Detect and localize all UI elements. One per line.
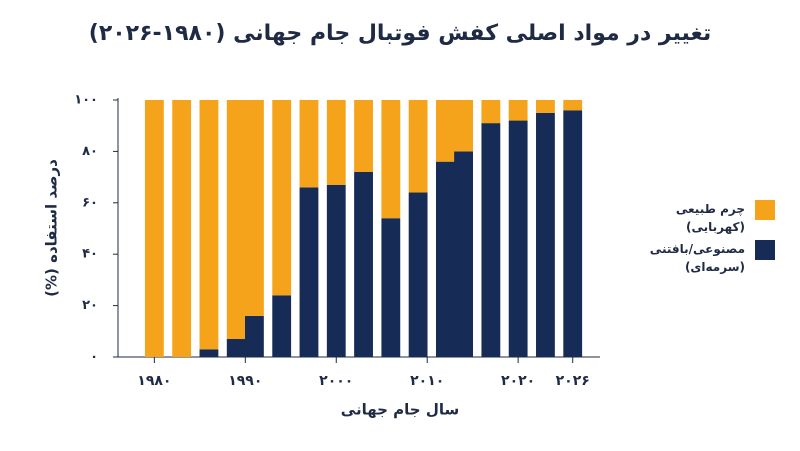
legend-label: مصنوعی/بافتنی (سرمه‌ای) bbox=[649, 242, 745, 274]
bar-segment bbox=[272, 100, 292, 296]
bar-segment bbox=[381, 218, 401, 357]
legend-entry: چرم طبیعی (کهربایی) bbox=[645, 200, 775, 236]
x-axis-label: سال جام جهانی bbox=[341, 401, 459, 419]
y-tick-label: ۴۰ bbox=[82, 247, 98, 262]
bar-segment bbox=[144, 100, 164, 357]
bar-segment bbox=[435, 161, 455, 357]
x-tick-label: ۱۹۸۰ bbox=[137, 373, 171, 389]
bar-segment bbox=[536, 100, 555, 113]
bar-segment bbox=[326, 100, 346, 185]
bar-segment bbox=[299, 187, 319, 357]
bar-segment bbox=[408, 100, 428, 193]
bar-segment bbox=[508, 120, 528, 357]
bar-segment bbox=[454, 100, 473, 152]
bar-segment bbox=[536, 112, 555, 357]
bar-segment bbox=[199, 349, 219, 357]
bar-segment bbox=[226, 100, 246, 340]
bar-segment bbox=[435, 100, 455, 162]
bar-segment bbox=[408, 192, 428, 357]
bar-segment bbox=[272, 295, 292, 357]
y-tick-label: ۰ bbox=[90, 350, 98, 365]
bar-segment bbox=[563, 110, 583, 357]
bar-segment bbox=[508, 100, 528, 121]
bar-segment bbox=[199, 100, 219, 350]
bar-segment bbox=[245, 315, 264, 357]
bar-segment bbox=[563, 100, 583, 111]
bar-segment bbox=[354, 100, 373, 172]
bar-segment bbox=[381, 100, 401, 219]
x-tick-label: ۲۰۲۶ bbox=[556, 373, 590, 389]
bar-segment bbox=[354, 171, 373, 357]
y-tick-label: ۸۰ bbox=[82, 144, 98, 159]
bar-segment bbox=[326, 184, 346, 357]
bar-segment bbox=[172, 100, 192, 357]
bar-segment bbox=[481, 123, 501, 357]
bar-segment bbox=[481, 100, 501, 124]
x-tick-label: ۲۰۱۰ bbox=[410, 373, 444, 389]
x-tick-label: ۲۰۰۰ bbox=[319, 373, 353, 389]
x-tick-label: ۱۹۹۰ bbox=[228, 373, 262, 389]
legend-entry: مصنوعی/بافتنی (سرمه‌ای) bbox=[645, 240, 775, 276]
bar-segment bbox=[245, 100, 264, 316]
y-tick-label: ۱۰۰ bbox=[74, 93, 98, 108]
legend-label: چرم طبیعی (کهربایی) bbox=[675, 202, 745, 234]
legend-swatch bbox=[755, 240, 775, 260]
y-tick-label: ۶۰ bbox=[82, 195, 98, 210]
x-tick-label: ۲۰۲۰ bbox=[501, 373, 535, 389]
bar-segment bbox=[226, 339, 246, 357]
legend-swatch bbox=[755, 200, 775, 220]
bar-segment bbox=[454, 151, 473, 357]
y-axis-label: درصد استفاده (%) bbox=[43, 159, 61, 297]
bar-segment bbox=[299, 100, 319, 188]
y-tick-label: ۲۰ bbox=[82, 298, 98, 313]
chart-title: تغییر در مواد اصلی کفش فوتبال جام جهانی … bbox=[89, 21, 711, 46]
